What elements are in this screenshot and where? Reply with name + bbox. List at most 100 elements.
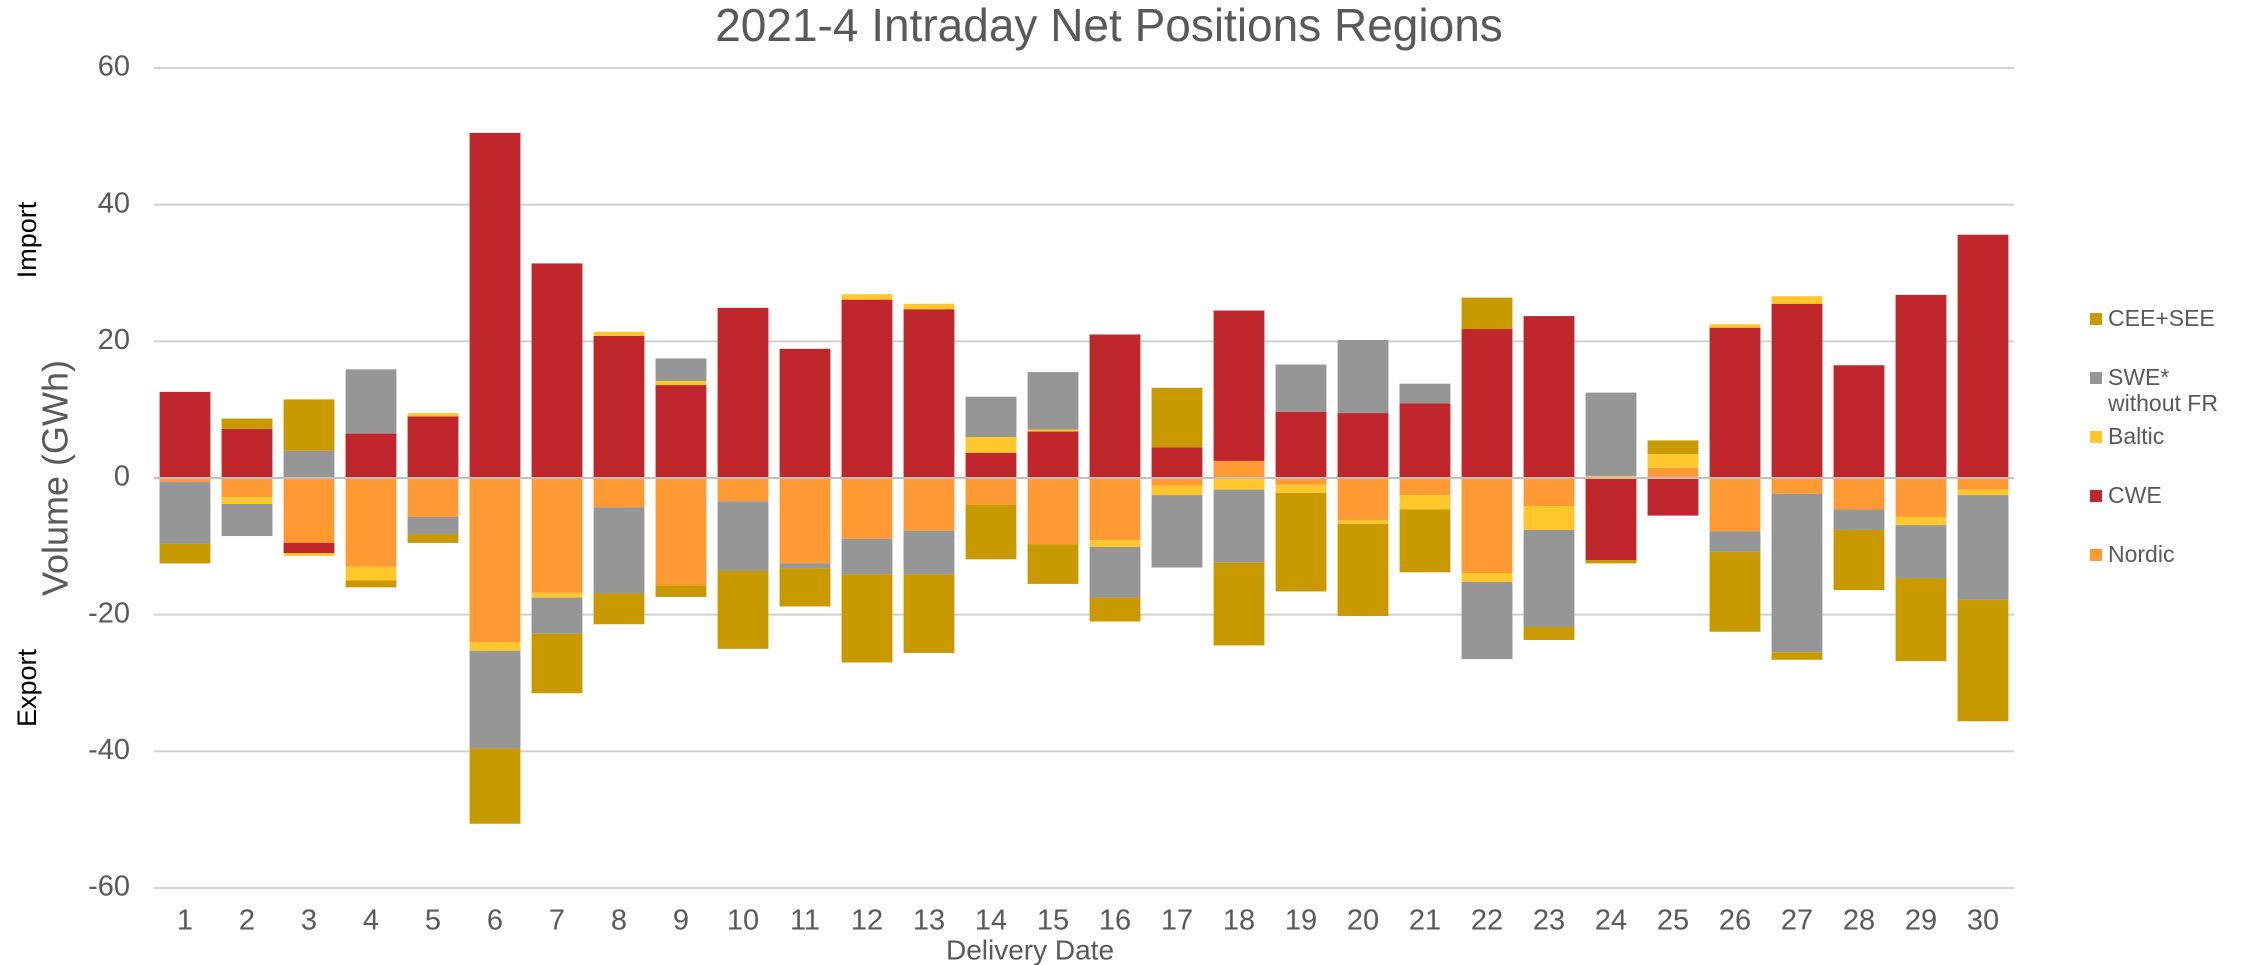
bar-segment xyxy=(159,482,211,544)
bar-segment xyxy=(1027,478,1079,545)
legend-label: CWE xyxy=(2108,482,2162,508)
bar-segment xyxy=(1709,478,1761,532)
bar-segment xyxy=(283,450,335,478)
bar-segment xyxy=(345,433,397,478)
bar-segment xyxy=(1709,551,1761,632)
bar-segment xyxy=(1833,478,1885,510)
legend-swatch xyxy=(2090,372,2102,384)
bar-segment xyxy=(1523,478,1575,507)
chart-title: 2021-4 Intraday Net Positions Regions xyxy=(715,0,1503,51)
x-tick-label: 3 xyxy=(301,905,317,937)
bar-segment xyxy=(841,299,893,478)
legend-entry: CWE xyxy=(2090,482,2240,541)
x-tick-label: 22 xyxy=(1471,905,1503,937)
x-tick-label: 21 xyxy=(1409,905,1441,937)
bar-segment xyxy=(1089,334,1141,478)
bar-segment xyxy=(345,369,397,434)
x-tick-label: 2 xyxy=(239,905,255,937)
legend-swatch xyxy=(2090,490,2102,502)
bar-segment xyxy=(779,568,831,607)
bar-segment xyxy=(1585,392,1637,476)
y-tick-label: 0 xyxy=(114,461,130,493)
bar-segment xyxy=(1585,560,1637,564)
y-tick-label: -40 xyxy=(88,734,130,766)
x-tick-label: 26 xyxy=(1719,905,1751,937)
x-tick-label: 6 xyxy=(487,905,503,937)
bar-segment xyxy=(841,538,893,575)
x-tick-label: 27 xyxy=(1781,905,1813,937)
y-axis-label: Volume (GWh) xyxy=(35,360,76,596)
bar-segment xyxy=(345,478,397,567)
bar-segment xyxy=(1027,372,1079,430)
bar-segment xyxy=(1399,495,1451,510)
bar-segment xyxy=(1895,294,1947,478)
bar-segment xyxy=(531,633,583,694)
x-tick-label: 19 xyxy=(1285,905,1317,937)
bar-segment xyxy=(1585,475,1637,478)
bar-segment xyxy=(1771,652,1823,660)
bar-segment xyxy=(1151,387,1203,448)
bar-segment xyxy=(593,331,645,336)
legend-entry: CEE+SEE xyxy=(2090,305,2240,364)
bar-segment xyxy=(1585,478,1637,560)
bar-segment xyxy=(903,574,955,653)
x-tick-label: 4 xyxy=(363,905,379,937)
bar-segment xyxy=(779,563,831,569)
x-axis-label: Delivery Date xyxy=(946,934,1114,965)
x-tick-label: 5 xyxy=(425,905,441,937)
bar-segment xyxy=(1647,440,1699,455)
bar-segment xyxy=(779,348,831,478)
bar-segment xyxy=(407,478,459,517)
bar-segment xyxy=(841,574,893,663)
x-tick-label: 18 xyxy=(1223,905,1255,937)
y-tick-label: 20 xyxy=(98,324,130,356)
bar-segment xyxy=(1771,296,1823,304)
bar-segment xyxy=(1957,478,2009,490)
bar-segment xyxy=(531,592,583,598)
bar-segment xyxy=(159,478,211,483)
bar-segment xyxy=(655,358,707,381)
bar-segment xyxy=(1957,489,2009,496)
bar-segment xyxy=(1771,493,1823,653)
bar-segment xyxy=(903,303,955,310)
bar-segment xyxy=(1089,597,1141,622)
bar-segment xyxy=(1647,467,1699,478)
legend-swatch xyxy=(2090,549,2102,561)
bar-segment xyxy=(1151,485,1203,496)
bar-segment xyxy=(1461,297,1513,330)
x-tick-label: 1 xyxy=(177,905,193,937)
bar-segment xyxy=(283,399,335,451)
bar-segment xyxy=(1399,383,1451,404)
bar-segment xyxy=(1461,478,1513,573)
x-tick-label: 11 xyxy=(790,905,820,937)
bar-segment xyxy=(407,416,459,478)
bar-segment xyxy=(1151,447,1203,478)
bar-segment xyxy=(1213,562,1265,646)
legend: CEE+SEE SWE* without FR Baltic CWE Nordic xyxy=(2090,305,2240,600)
bar-segment xyxy=(593,507,645,594)
bar-segment xyxy=(469,132,521,478)
bar-segment xyxy=(221,503,273,537)
bar-segment xyxy=(1089,540,1141,548)
x-tick-label: 17 xyxy=(1161,905,1193,937)
bar-segment xyxy=(1337,478,1389,521)
bar-segment xyxy=(1089,547,1141,598)
bar-segment xyxy=(1709,324,1761,328)
bar-segment xyxy=(903,530,955,575)
bar-segment xyxy=(283,542,335,554)
bar-segment xyxy=(593,335,645,478)
bar-segment xyxy=(283,553,335,556)
bar-segment xyxy=(407,516,459,535)
bar-segment xyxy=(1275,484,1327,494)
x-tick-label: 8 xyxy=(611,905,627,937)
bar-segment xyxy=(1647,478,1699,516)
bar-segment xyxy=(1461,329,1513,478)
bar-segment xyxy=(965,396,1017,437)
bar-segment xyxy=(1895,525,1947,579)
x-tick-label: 12 xyxy=(851,905,883,937)
legend-swatch xyxy=(2090,313,2102,325)
legend-entry: Baltic xyxy=(2090,423,2240,482)
x-tick-label: 20 xyxy=(1347,905,1379,937)
